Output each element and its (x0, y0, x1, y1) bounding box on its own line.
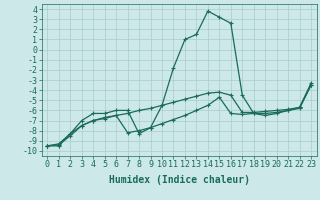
X-axis label: Humidex (Indice chaleur): Humidex (Indice chaleur) (109, 175, 250, 185)
